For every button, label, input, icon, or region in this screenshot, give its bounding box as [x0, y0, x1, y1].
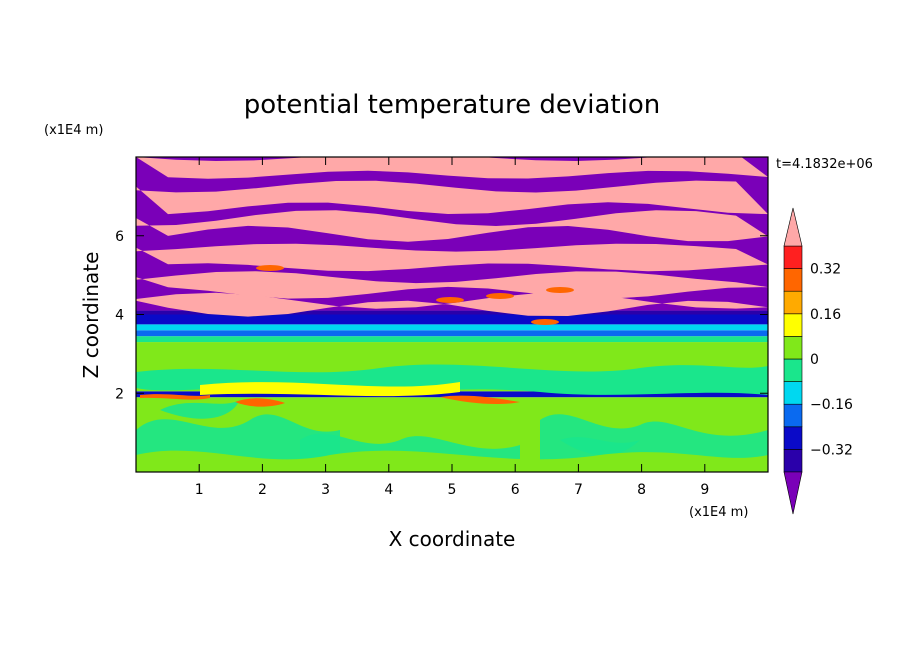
colorbar-label: −0.16: [810, 397, 853, 413]
x-tick-label: 5: [448, 482, 457, 498]
x-axis-label: X coordinate: [389, 527, 516, 551]
field-upper-warm-band: [136, 243, 768, 272]
x-units-label: (x1E4 m): [689, 505, 748, 520]
field-warm-streak: [235, 398, 285, 407]
time-label: t=4.1832e+06: [776, 157, 873, 172]
field-warm-spot: [531, 319, 559, 325]
contour-field: [136, 157, 768, 472]
colorbar: 0.32 0.16 0 −0.16 −0.32: [783, 207, 853, 515]
y-tick-label: 2: [115, 386, 124, 402]
field-upper-warm-band: [136, 180, 768, 215]
field-upper-warm-band: [136, 292, 768, 317]
colorbar-label: 0: [810, 352, 819, 368]
field-layer-1: [136, 391, 768, 398]
y-axis-label: Z coordinate: [79, 252, 103, 379]
field-warm-spot: [256, 265, 284, 271]
colorbar-box: [783, 336, 803, 360]
field-warm-spot: [486, 293, 514, 299]
colorbar-label: 0.32: [810, 262, 841, 278]
x-tick-label: 6: [511, 482, 520, 498]
chart-title: potential temperature deviation: [244, 90, 660, 120]
colorbar-label: 0.16: [810, 307, 841, 323]
x-tick-label: 4: [384, 482, 393, 498]
colorbar-box: [783, 403, 803, 428]
colorbar-box: [783, 449, 803, 473]
colorbar-box: [783, 313, 803, 337]
field-mid-band: [200, 382, 460, 397]
field-lower-swirl: [160, 400, 240, 419]
field-layer-7: [136, 310, 768, 315]
x-tick-label: 7: [574, 482, 583, 498]
y-axis-ticks: 2 4 6: [115, 229, 768, 402]
field-layer-6: [136, 314, 768, 325]
colorbar-extend-min: [783, 471, 803, 515]
colorbar-box: [783, 426, 803, 450]
colorbar-box: [783, 381, 803, 405]
field-layer-3: [136, 336, 768, 343]
field-lower-swirl: [560, 437, 640, 455]
field-upper-warm-band: [136, 210, 768, 242]
y-tick-label: 6: [115, 229, 124, 245]
x-tick-label: 2: [258, 482, 267, 498]
y-units-label: (x1E4 m): [44, 123, 103, 138]
x-tick-label: 8: [637, 482, 646, 498]
colorbar-box: [783, 358, 803, 382]
x-tick-label: 1: [195, 482, 204, 498]
field-upper-warm-band: [136, 157, 768, 179]
colorbar-extend-max: [783, 207, 803, 247]
x-tick-label: 9: [700, 482, 709, 498]
field-layer-4: [136, 330, 768, 337]
colorbar-box: [783, 268, 803, 292]
field-layer-5: [136, 324, 768, 331]
colorbar-box: [783, 290, 803, 315]
field-warm-streak: [440, 395, 520, 405]
field-warm-spot: [436, 297, 464, 303]
colorbar-box: [783, 245, 803, 269]
x-tick-label: 3: [321, 482, 330, 498]
colorbar-label: −0.32: [810, 442, 853, 458]
field-lower-swirl: [136, 450, 768, 472]
field-warm-streak: [140, 394, 210, 400]
field-upper-warm-band: [136, 271, 768, 299]
x-axis-ticks: 1 2 3 4 5 6 7 8 9: [195, 157, 709, 498]
field-warm-spot: [546, 287, 574, 293]
y-tick-label: 4: [115, 308, 124, 324]
